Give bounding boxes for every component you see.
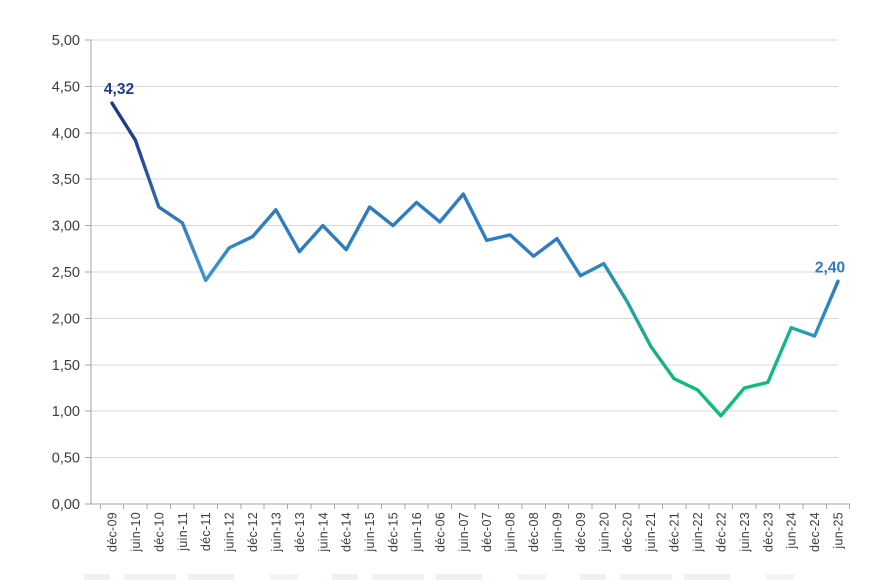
y-tick-label: 4,00 bbox=[52, 126, 80, 142]
x-tick-label: déc-14 bbox=[340, 512, 354, 552]
x-tick-label: juin-10 bbox=[129, 512, 143, 553]
clipped-caption bbox=[84, 574, 824, 580]
x-tick-label: juin-16 bbox=[410, 512, 424, 553]
x-tick-label: déc-11 bbox=[199, 512, 213, 551]
x-tick-label: déc-23 bbox=[761, 512, 775, 552]
x-tick-label: juin-11 bbox=[176, 512, 190, 552]
x-tick-label: juin-13 bbox=[269, 512, 283, 553]
x-tick-label: juin-09 bbox=[550, 512, 564, 553]
y-tick-label: 5,00 bbox=[52, 33, 80, 49]
x-tick-label: déc-21 bbox=[668, 512, 682, 552]
y-tick-label: 3,50 bbox=[52, 172, 80, 188]
x-tick-label: jun-24 bbox=[785, 512, 799, 550]
x-tick-label: juin-23 bbox=[738, 512, 752, 553]
x-tick-label: juin-21 bbox=[644, 512, 658, 553]
x-tick-label: déc-20 bbox=[621, 512, 635, 552]
y-tick-label: 4,50 bbox=[52, 79, 80, 95]
x-tick-label: déc-22 bbox=[714, 512, 728, 552]
x-tick-label: juin-08 bbox=[504, 512, 518, 553]
x-tick-label: déc-09 bbox=[574, 512, 588, 552]
series-line bbox=[110, 101, 840, 418]
x-tick-label: déc-09 bbox=[106, 512, 120, 552]
point-label: 2,40 bbox=[815, 259, 845, 276]
x-tick-label: juin-12 bbox=[223, 512, 237, 553]
y-tick-label: 0,50 bbox=[52, 451, 80, 467]
y-tick-label: 0,00 bbox=[52, 497, 80, 513]
x-tick-label: déc-08 bbox=[527, 512, 541, 552]
x-tick-label: déc-10 bbox=[152, 512, 166, 552]
x-tick-label: juin-14 bbox=[316, 512, 330, 553]
x-tick-label: juin-22 bbox=[691, 512, 705, 553]
x-tick-label: juin-15 bbox=[363, 512, 377, 553]
x-tick-label: déc-15 bbox=[387, 512, 401, 552]
y-tick-label: 2,50 bbox=[52, 265, 80, 281]
x-tick-label: jun-25 bbox=[832, 512, 846, 550]
x-tick-label: déc-07 bbox=[480, 512, 494, 552]
x-tick-label: juin-20 bbox=[597, 512, 611, 553]
x-tick-label: dec-24 bbox=[808, 512, 822, 552]
x-tick-label: juin-07 bbox=[457, 512, 471, 553]
x-tick-label: déc-06 bbox=[433, 512, 447, 552]
y-tick-label: 1,50 bbox=[52, 358, 80, 374]
point-label: 4,32 bbox=[104, 81, 134, 98]
y-tick-label: 2,00 bbox=[52, 311, 80, 327]
x-tick-label: déc-13 bbox=[293, 512, 307, 552]
x-tick-label: déc-12 bbox=[246, 512, 260, 552]
y-tick-label: 1,00 bbox=[52, 404, 80, 420]
y-tick-label: 3,00 bbox=[52, 219, 80, 235]
